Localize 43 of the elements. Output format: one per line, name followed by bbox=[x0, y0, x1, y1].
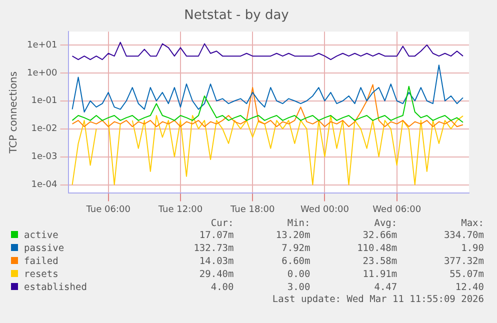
x-tick-label: Tue 12:00 bbox=[157, 204, 203, 215]
text: 12.40 bbox=[454, 281, 485, 294]
x-tick-label: Tue 18:00 bbox=[230, 204, 275, 215]
text: 14.03m bbox=[198, 255, 235, 268]
x-tick-label: Tue 06:00 bbox=[85, 204, 131, 215]
legend-label: active bbox=[24, 230, 58, 241]
y-tick-label: 1e-02 bbox=[31, 124, 58, 134]
y-axis-title: TCP connections bbox=[8, 71, 20, 154]
text: 3.00 bbox=[286, 281, 312, 294]
text: 13.20m bbox=[274, 229, 312, 242]
x-tick-label: Wed 00:00 bbox=[300, 204, 350, 215]
text: Max: bbox=[460, 218, 485, 229]
y-tick-label: 1e-03 bbox=[31, 152, 58, 162]
text: 11.91m bbox=[362, 268, 398, 281]
text: 55.07m bbox=[448, 268, 485, 281]
text: 7.92m bbox=[280, 242, 312, 255]
text: Avg: bbox=[373, 218, 398, 229]
text: 6.60m bbox=[280, 255, 312, 268]
y-tick-label: 1e+00 bbox=[26, 68, 58, 78]
text: 132.73m bbox=[192, 242, 235, 255]
legend-label: established bbox=[24, 282, 87, 293]
chart-title: Netstat - by day bbox=[184, 8, 290, 24]
text: Min: bbox=[286, 218, 312, 229]
legend-label: passive bbox=[24, 243, 64, 254]
text: 334.70m bbox=[442, 229, 485, 242]
text: Cur: bbox=[210, 218, 235, 229]
legend-label: failed bbox=[24, 256, 58, 267]
text: 32.66m bbox=[362, 229, 398, 242]
text: 23.58m bbox=[362, 255, 398, 268]
text: 1.90 bbox=[460, 242, 485, 255]
text: 29.40m bbox=[198, 268, 235, 281]
text: 17.07m bbox=[198, 229, 235, 242]
y-tick-label: 1e-04 bbox=[31, 180, 58, 190]
text: Last update: Wed Mar 11 11:55:09 2026 bbox=[271, 294, 485, 305]
x-tick-label: Wed 06:00 bbox=[372, 204, 422, 215]
y-tick-label: 1e-01 bbox=[31, 96, 58, 106]
text: 110.48m bbox=[356, 242, 398, 255]
text: 4.00 bbox=[210, 281, 235, 294]
y-tick-label: 1e+01 bbox=[26, 40, 58, 50]
text: 0.00 bbox=[286, 268, 312, 281]
legend-label: resets bbox=[24, 269, 58, 280]
text: 4.47 bbox=[373, 281, 398, 294]
text: 377.32m bbox=[442, 255, 485, 268]
